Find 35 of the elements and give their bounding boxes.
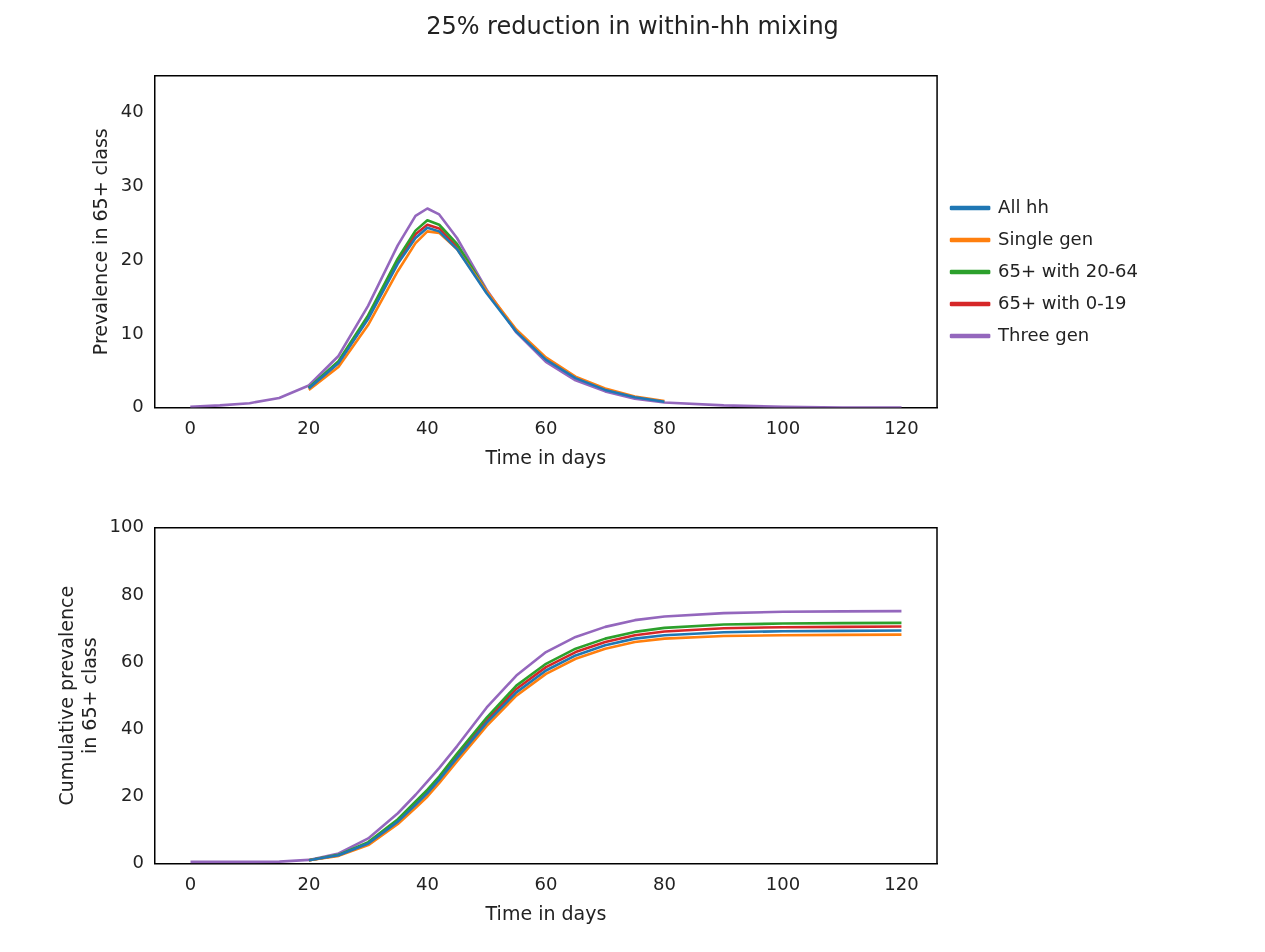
x-tick-label: 60 bbox=[534, 417, 558, 439]
y-tick-label: 20 bbox=[120, 247, 144, 269]
x-tick-label: 20 bbox=[297, 417, 321, 439]
legend-label: All hh bbox=[998, 195, 1049, 217]
x-axis-title: Time in days bbox=[484, 901, 607, 924]
legend-label: 65+ with 20-64 bbox=[998, 259, 1138, 281]
x-tick-label: 0 bbox=[184, 873, 197, 895]
y-tick-label: 0 bbox=[132, 395, 144, 417]
chart-title: 25% reduction in within-hh mixing bbox=[425, 12, 840, 40]
y-tick-label: 10 bbox=[120, 321, 144, 343]
x-axis-title: Time in days bbox=[484, 445, 607, 468]
legend-label: Single gen bbox=[998, 227, 1094, 249]
y-tick-label: 40 bbox=[120, 100, 144, 122]
y-tick-label: 40 bbox=[121, 716, 144, 738]
x-tick-label: 80 bbox=[652, 417, 676, 439]
x-tick-label: 60 bbox=[534, 873, 558, 895]
x-tick-label: 120 bbox=[884, 417, 919, 439]
y-axis-title: Cumulative prevalence in 65+ class bbox=[55, 585, 101, 806]
x-tick-label: 40 bbox=[415, 417, 439, 439]
x-tick-label: 20 bbox=[297, 873, 321, 895]
x-tick-label: 100 bbox=[765, 873, 801, 895]
legend-label: 65+ with 0-19 bbox=[998, 291, 1127, 313]
x-tick-label: 120 bbox=[884, 873, 919, 895]
y-tick-label: 0 bbox=[132, 851, 144, 873]
legend-label: Three gen bbox=[997, 323, 1090, 345]
y-tick-label: 30 bbox=[120, 174, 144, 196]
y-tick-label: 80 bbox=[121, 582, 144, 604]
y-tick-label: 60 bbox=[121, 649, 144, 671]
y-axis-title: Prevalence in 65+ class bbox=[89, 128, 112, 356]
x-tick-label: 0 bbox=[184, 417, 196, 439]
x-tick-label: 100 bbox=[765, 417, 801, 439]
y-tick-label: 20 bbox=[121, 784, 144, 806]
x-tick-label: 40 bbox=[416, 873, 439, 895]
y-tick-label: 100 bbox=[109, 515, 144, 537]
x-tick-label: 80 bbox=[653, 873, 676, 895]
